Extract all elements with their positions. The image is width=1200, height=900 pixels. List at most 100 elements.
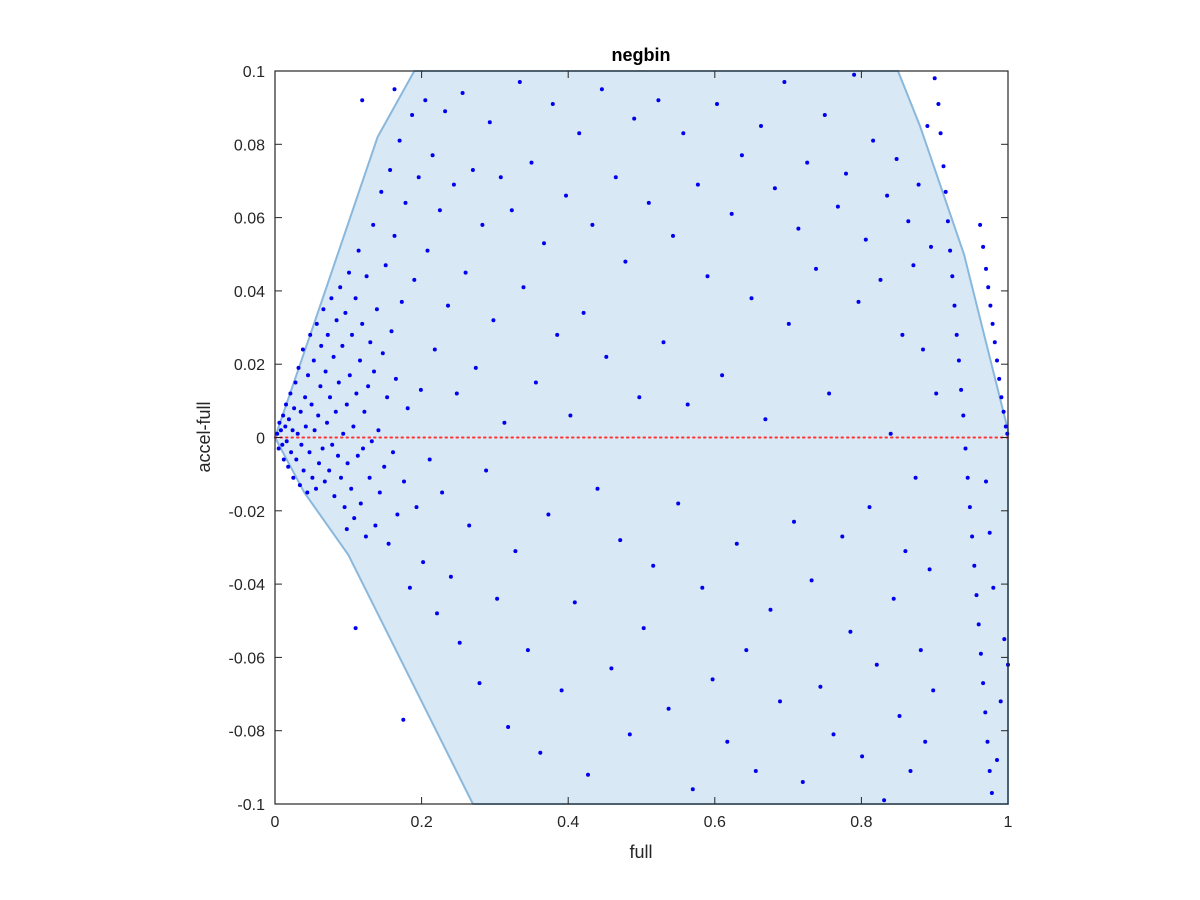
data-point bbox=[329, 296, 334, 301]
data-point bbox=[623, 259, 628, 264]
data-point bbox=[293, 380, 298, 385]
data-point bbox=[848, 629, 853, 634]
data-point bbox=[347, 373, 352, 378]
data-point bbox=[334, 318, 339, 323]
data-point bbox=[314, 321, 319, 326]
data-point bbox=[321, 307, 326, 312]
data-point bbox=[333, 409, 338, 414]
data-point bbox=[681, 131, 686, 136]
data-point bbox=[341, 431, 346, 436]
data-point bbox=[364, 274, 369, 279]
data-point bbox=[369, 439, 374, 444]
data-point bbox=[772, 186, 777, 191]
data-point bbox=[656, 98, 661, 103]
data-point bbox=[521, 285, 526, 290]
data-point bbox=[894, 157, 899, 161]
data-point bbox=[911, 263, 916, 268]
data-point bbox=[301, 468, 306, 473]
data-point bbox=[965, 475, 970, 480]
data-point bbox=[844, 171, 848, 176]
data-point bbox=[984, 479, 988, 484]
y-tick-label: -0.04 bbox=[229, 577, 266, 594]
data-point bbox=[972, 563, 977, 568]
data-point bbox=[310, 475, 315, 480]
data-point bbox=[352, 516, 357, 521]
data-point bbox=[818, 684, 823, 689]
y-tick-label: 0.1 bbox=[243, 64, 265, 81]
data-point bbox=[822, 113, 827, 117]
data-point bbox=[480, 222, 485, 227]
data-point bbox=[542, 241, 546, 246]
data-point bbox=[581, 310, 586, 315]
data-point bbox=[814, 266, 818, 271]
y-tick-label: -0.08 bbox=[229, 724, 266, 741]
chart-title: negbin bbox=[612, 45, 671, 65]
data-point bbox=[361, 446, 365, 451]
data-point bbox=[277, 420, 282, 425]
data-point bbox=[297, 483, 302, 488]
data-point bbox=[988, 303, 993, 308]
data-point bbox=[344, 402, 349, 407]
data-point bbox=[970, 534, 975, 539]
data-point bbox=[916, 182, 921, 187]
data-point bbox=[410, 113, 415, 117]
data-point bbox=[377, 490, 382, 495]
data-point bbox=[840, 534, 845, 539]
data-point bbox=[805, 160, 810, 165]
data-point bbox=[425, 248, 430, 253]
y-tick-label: 0.08 bbox=[234, 137, 265, 154]
data-point bbox=[559, 688, 564, 693]
data-point bbox=[432, 347, 437, 352]
data-points bbox=[275, 72, 1010, 803]
y-tick-label: -0.1 bbox=[237, 797, 265, 814]
data-point bbox=[331, 354, 336, 359]
data-point bbox=[948, 248, 953, 253]
data-point bbox=[344, 527, 349, 532]
data-point bbox=[995, 358, 999, 363]
data-point bbox=[609, 666, 614, 671]
data-point bbox=[397, 138, 402, 143]
y-tick-label: -0.02 bbox=[229, 504, 266, 521]
data-point bbox=[934, 391, 939, 396]
data-point bbox=[470, 168, 475, 172]
data-point bbox=[421, 560, 426, 565]
data-point bbox=[307, 450, 312, 455]
data-point bbox=[715, 102, 719, 106]
data-point bbox=[291, 475, 296, 480]
data-point bbox=[317, 461, 321, 466]
data-point bbox=[295, 431, 300, 436]
data-point bbox=[412, 277, 417, 282]
data-point bbox=[987, 769, 992, 773]
data-point bbox=[473, 365, 478, 370]
data-point bbox=[932, 76, 937, 81]
data-point bbox=[336, 380, 341, 385]
data-point bbox=[599, 87, 604, 92]
data-point bbox=[484, 468, 489, 473]
x-tick-label: 0.4 bbox=[557, 814, 579, 831]
data-point bbox=[376, 428, 381, 433]
data-point bbox=[414, 505, 419, 510]
data-point bbox=[345, 461, 350, 466]
data-point bbox=[586, 772, 590, 777]
data-point bbox=[354, 391, 359, 396]
data-point bbox=[529, 160, 534, 165]
data-point bbox=[782, 80, 787, 84]
data-point bbox=[941, 164, 946, 169]
x-axis-label: full bbox=[629, 842, 652, 862]
data-point bbox=[734, 541, 739, 546]
data-point bbox=[286, 464, 291, 469]
x-tick-label: 0.8 bbox=[850, 814, 872, 831]
data-point bbox=[418, 387, 423, 392]
data-point bbox=[284, 402, 288, 407]
axis-ticks bbox=[274, 70, 1009, 805]
data-point bbox=[502, 420, 507, 425]
data-point bbox=[276, 446, 281, 451]
data-point bbox=[981, 244, 986, 249]
data-point bbox=[572, 600, 577, 605]
data-point bbox=[275, 431, 280, 436]
data-point bbox=[863, 237, 868, 242]
data-point bbox=[308, 332, 313, 337]
data-point bbox=[305, 490, 310, 495]
data-point bbox=[938, 131, 943, 136]
